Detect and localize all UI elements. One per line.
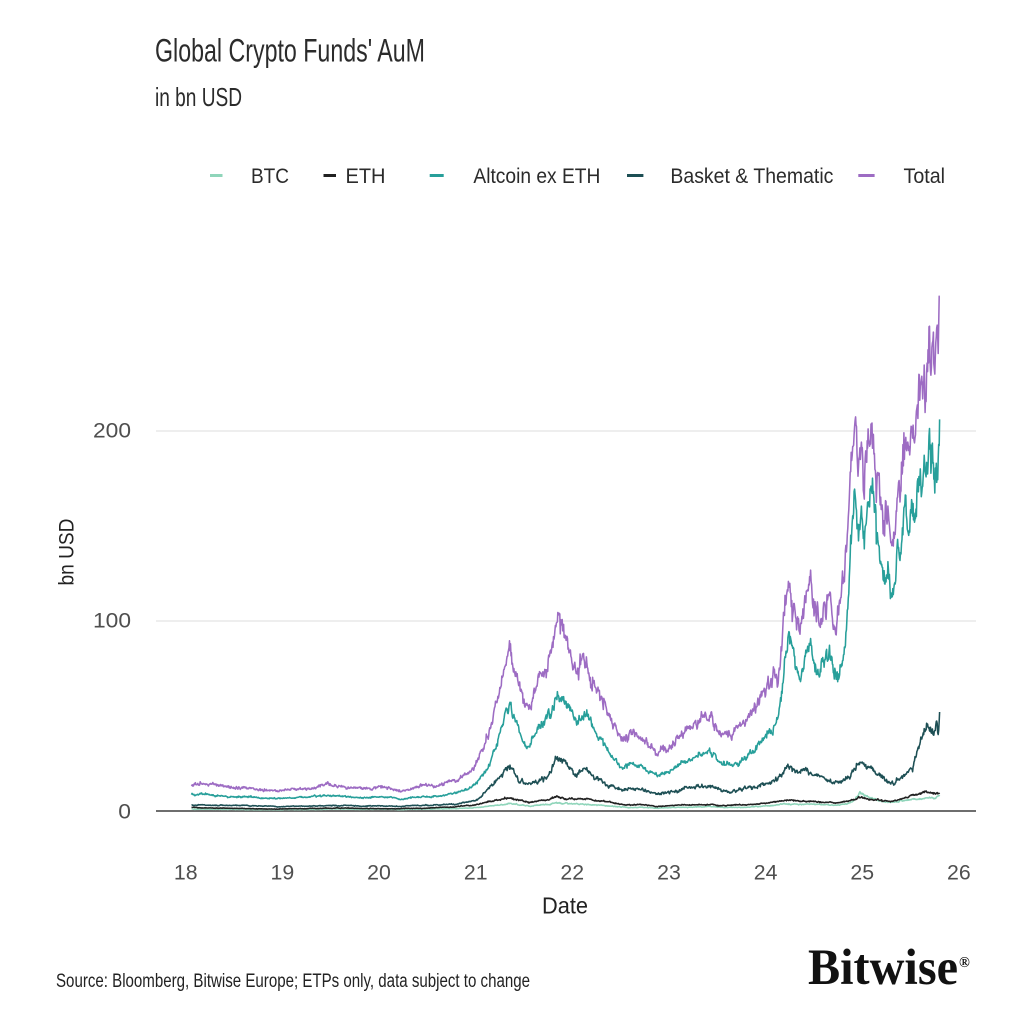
svg-text:200: 200 [93,420,131,443]
svg-text:23: 23 [657,861,681,884]
svg-text:19: 19 [271,861,295,884]
svg-text:Bitwise: Bitwise [808,940,958,996]
svg-text:in bn USD: in bn USD [155,82,242,112]
svg-text:24: 24 [754,861,778,884]
svg-text:25: 25 [850,861,874,884]
svg-text:20: 20 [367,861,391,884]
svg-text:100: 100 [93,610,131,633]
svg-text:0: 0 [118,801,131,824]
svg-text:18: 18 [174,861,198,884]
svg-text:Global Crypto Funds' AuM: Global Crypto Funds' AuM [155,33,425,69]
svg-text:ETH: ETH [346,165,386,188]
svg-text:Date: Date [542,893,588,919]
svg-text:BTC: BTC [251,165,289,188]
svg-text:Altcoin ex ETH: Altcoin ex ETH [473,165,600,188]
svg-text:26: 26 [947,861,971,884]
svg-text:®: ® [959,955,970,971]
svg-text:22: 22 [560,861,584,884]
svg-text:bn USD: bn USD [56,519,79,586]
svg-text:21: 21 [464,861,488,884]
svg-text:Total: Total [904,165,946,188]
svg-text:Basket & Thematic: Basket & Thematic [670,165,833,188]
svg-text:Source: Bloomberg, Bitwise Eur: Source: Bloomberg, Bitwise Europe; ETPs … [56,970,530,992]
